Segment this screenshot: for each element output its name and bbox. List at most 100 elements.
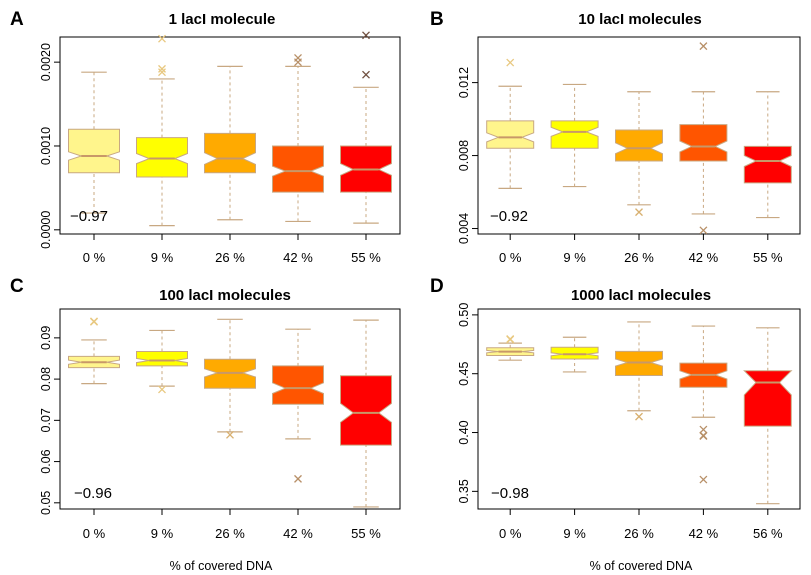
outlier-point: [294, 53, 302, 62]
y-tick-label: 0.07: [39, 408, 53, 432]
category-label: 55 %: [351, 250, 381, 265]
panel-d: D 1000 lacI molecules 0.35 0.40 0.45 0.50 0…: [430, 276, 801, 573]
boxes: [486, 321, 793, 505]
outlier-point: [699, 432, 708, 441]
x-axis-title: % of covered DNA: [170, 559, 273, 573]
outlier-point: [362, 70, 370, 79]
outlier-stroke: [362, 31, 370, 40]
y-tick-label: 0.09: [39, 326, 53, 350]
panel-label: C: [10, 276, 24, 297]
outlier-point: [158, 64, 166, 73]
category-label: 42 %: [283, 250, 313, 265]
outlier-stroke: [226, 430, 234, 439]
category-label: 9 %: [563, 250, 586, 265]
y-tick-label: 0.05: [39, 491, 53, 515]
boxes: [68, 317, 392, 508]
outlier-point: [506, 58, 515, 67]
category-label: 55 %: [753, 250, 783, 265]
category-label: 9 %: [151, 526, 174, 541]
box-group: [204, 65, 256, 221]
y-tick-label: 0.004: [457, 213, 471, 244]
box-group: [486, 335, 535, 361]
y-tick-label: 0.0020: [39, 43, 53, 81]
outlier-point: [699, 475, 708, 484]
category-label: 0 %: [83, 526, 106, 541]
outlier-point: [158, 34, 166, 43]
outlier-point: [362, 31, 370, 40]
box: [743, 145, 792, 184]
box: [272, 365, 324, 405]
panel-label: B: [430, 9, 444, 30]
category-label: 42 %: [689, 526, 719, 541]
outlier-stroke: [294, 474, 302, 483]
outlier-stroke: [294, 53, 302, 62]
outlier-stroke: [699, 432, 708, 441]
box-group: [272, 53, 324, 223]
box: [550, 346, 599, 360]
panel-title: 1000 lacI molecules: [571, 287, 711, 304]
box-group: [204, 318, 256, 439]
box: [136, 137, 188, 178]
x-axis: 0 % 9 % 26 % 42 % 55 %: [83, 509, 381, 541]
correlation-label: −0.97: [70, 208, 108, 225]
outlier-stroke: [506, 335, 515, 343]
category-label: 0 %: [499, 250, 522, 265]
x-axis: 0 % 9 % 26 % 42 % 56 %: [499, 509, 783, 541]
box-group: [340, 31, 392, 224]
panel-a: A 1 lacI molecule 0.0000 0.0010 0.0020 0 %…: [10, 9, 401, 265]
box-group: [136, 329, 188, 394]
x-axis: 0 % 9 % 26 % 42 % 55 %: [83, 234, 381, 265]
y-axis: 0.004 0.008 0.012: [457, 67, 478, 244]
outlier-stroke: [635, 412, 643, 421]
correlation-label: −0.96: [74, 485, 112, 502]
panel-c: C 100 lacI molecules 0.050.060.070.080.0…: [10, 276, 401, 573]
box-group: [615, 91, 663, 217]
outlier-stroke: [158, 64, 166, 73]
correlation-label: −0.92: [490, 208, 528, 225]
panel-title: 1 lacI molecule: [169, 11, 276, 28]
correlation-label: −0.98: [491, 485, 529, 502]
panel-title: 100 lacI molecules: [159, 287, 291, 304]
outlier-stroke: [158, 68, 166, 77]
y-tick-label: 0.008: [457, 140, 471, 171]
category-label: 26 %: [215, 526, 245, 541]
box-group: [486, 58, 535, 189]
box: [550, 120, 599, 149]
outlier-point: [699, 425, 708, 434]
outlier-point: [90, 317, 98, 326]
y-tick-label: 0.35: [457, 479, 471, 503]
outlier-point: [158, 385, 166, 394]
y-tick-label: 0.012: [457, 67, 471, 98]
box: [136, 351, 188, 367]
boxes: [486, 42, 792, 235]
box-group: [68, 71, 120, 214]
y-tick-label: 0.08: [39, 367, 53, 391]
outlier-point: [635, 208, 643, 217]
category-label: 26 %: [215, 250, 245, 265]
outlier-stroke: [635, 208, 643, 217]
panel-label: D: [430, 276, 444, 297]
box-group: [68, 317, 120, 385]
y-axis: 0.35 0.40 0.45 0.50: [457, 303, 478, 504]
box-group: [679, 325, 728, 484]
y-tick-label: 0.45: [457, 362, 471, 386]
outlier-stroke: [90, 317, 98, 326]
outlier-stroke: [506, 58, 515, 67]
box-group: [340, 319, 392, 508]
panel-title: 10 lacI molecules: [578, 11, 701, 28]
category-label: 0 %: [83, 250, 106, 265]
outlier-point: [699, 226, 708, 235]
x-axis: 0 % 9 % 26 % 42 % 55 %: [499, 234, 783, 265]
outlier-stroke: [362, 70, 370, 79]
panel-b: B 10 lacI molecules 0.004 0.008 0.012 0 % 9…: [430, 9, 801, 265]
boxes: [68, 31, 392, 227]
outlier-point: [506, 335, 515, 343]
outlier-stroke: [699, 425, 708, 434]
y-tick-label: 0.0010: [39, 127, 53, 165]
category-label: 26 %: [624, 526, 654, 541]
category-label: 0 %: [499, 526, 522, 541]
outlier-point: [699, 42, 708, 51]
box: [743, 370, 793, 427]
